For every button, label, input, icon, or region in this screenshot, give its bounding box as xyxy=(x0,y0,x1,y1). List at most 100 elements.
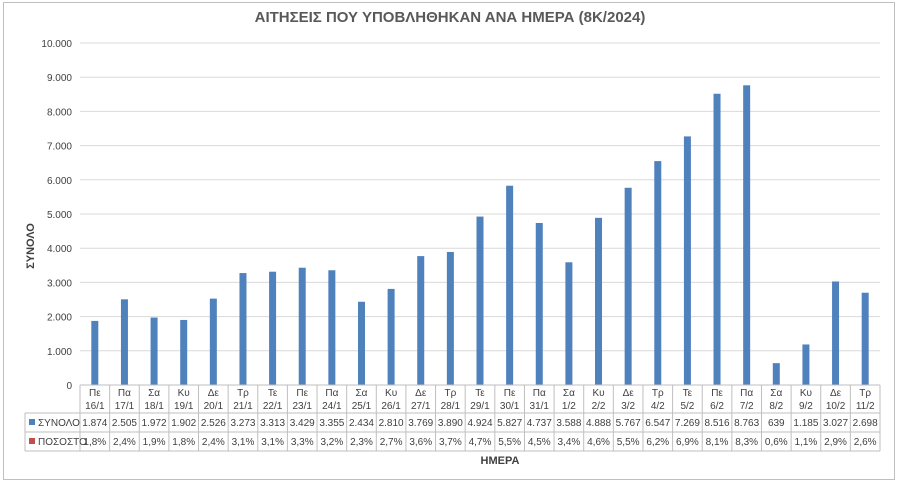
x-tick-label-date: 22/1 xyxy=(263,401,283,412)
x-tick-label-date: 19/1 xyxy=(174,401,194,412)
x-tick-label-day: Σα xyxy=(355,388,367,399)
data-label-total: 6.547 xyxy=(645,418,670,429)
data-label-total: 8.516 xyxy=(705,418,730,429)
legend-key-total xyxy=(29,419,35,425)
data-label-percent: 2,6% xyxy=(854,437,877,448)
bar xyxy=(565,262,573,385)
data-label-total: 7.269 xyxy=(675,418,700,429)
bar xyxy=(357,301,365,385)
x-tick-label-day: Τρ xyxy=(237,388,249,399)
x-tick-label-day: Δε xyxy=(208,388,220,399)
x-tick-label-date: 25/1 xyxy=(352,401,372,412)
y-tick-label: 0 xyxy=(66,381,72,392)
data-label-total: 1.185 xyxy=(793,418,818,429)
y-tick-label: 6.000 xyxy=(47,176,72,187)
data-label-percent: 2,9% xyxy=(824,437,847,448)
data-label-percent: 3,1% xyxy=(232,437,255,448)
x-tick-label-date: 21/1 xyxy=(233,401,253,412)
x-tick-label-day: Τε xyxy=(683,388,693,399)
data-label-total: 3.890 xyxy=(438,418,463,429)
x-tick-label-day: Τε xyxy=(268,388,278,399)
data-label-percent: 3,4% xyxy=(557,437,580,448)
x-tick-label-day: Πε xyxy=(504,388,516,399)
x-tick-label-date: 11/2 xyxy=(856,401,875,412)
x-tick-label-day: Πα xyxy=(533,388,546,399)
bar xyxy=(832,281,840,385)
bar xyxy=(861,292,869,385)
data-label-percent: 3,2% xyxy=(320,437,343,448)
x-tick-label-day: Κυ xyxy=(592,388,604,399)
data-label-percent: 4,7% xyxy=(469,437,492,448)
data-label-percent: 1,8% xyxy=(172,437,195,448)
bar xyxy=(417,256,425,385)
bar xyxy=(328,270,336,385)
bar xyxy=(446,251,454,385)
bar xyxy=(713,93,721,385)
y-tick-label: 2.000 xyxy=(47,313,72,324)
y-tick-label: 7.000 xyxy=(47,142,72,153)
bar xyxy=(654,161,662,385)
bar xyxy=(269,271,277,385)
x-axis-label: ΗΜΕΡΑ xyxy=(480,455,520,467)
data-label-percent: 5,5% xyxy=(617,437,640,448)
x-tick-label-day: Σα xyxy=(148,388,160,399)
data-label-total: 5.767 xyxy=(616,418,641,429)
bar xyxy=(624,187,632,385)
bar xyxy=(772,363,780,385)
data-label-total: 8.763 xyxy=(734,418,759,429)
data-label-total: 2.505 xyxy=(112,418,137,429)
x-tick-label-date: 6/2 xyxy=(710,401,724,412)
x-tick-label-date: 3/2 xyxy=(621,401,635,412)
x-tick-label-day: Δε xyxy=(830,388,842,399)
data-label-percent: 2,4% xyxy=(202,437,225,448)
data-label-percent: 8,1% xyxy=(706,437,729,448)
x-tick-label-date: 20/1 xyxy=(204,401,224,412)
data-label-percent: 0,6% xyxy=(765,437,788,448)
data-label-total: 1.874 xyxy=(82,418,107,429)
x-tick-label-day: Πε xyxy=(296,388,308,399)
data-label-total: 3.027 xyxy=(823,418,848,429)
bar xyxy=(120,299,128,385)
chart-frame xyxy=(3,2,895,480)
x-tick-label-date: 30/1 xyxy=(500,401,520,412)
x-tick-label-day: Δε xyxy=(415,388,427,399)
bar xyxy=(506,185,514,385)
data-label-percent: 6,9% xyxy=(676,437,699,448)
x-tick-label-date: 8/2 xyxy=(769,401,783,412)
data-label-total: 4.888 xyxy=(586,418,611,429)
data-label-percent: 4,5% xyxy=(528,437,551,448)
data-label-total: 2.434 xyxy=(349,418,374,429)
bar xyxy=(683,136,691,385)
data-label-percent: 3,6% xyxy=(409,437,432,448)
x-tick-label-date: 2/2 xyxy=(592,401,606,412)
data-label-percent: 8,3% xyxy=(735,437,758,448)
y-tick-label: 4.000 xyxy=(47,244,72,255)
bar xyxy=(387,288,395,385)
x-tick-label-date: 28/1 xyxy=(441,401,461,412)
y-tick-label: 10.000 xyxy=(41,39,72,50)
bar xyxy=(180,319,188,385)
y-tick-label: 9.000 xyxy=(47,73,72,84)
data-label-total: 3.588 xyxy=(556,418,581,429)
data-label-percent: 2,7% xyxy=(380,437,403,448)
data-label-total: 4.924 xyxy=(467,418,492,429)
x-tick-label-day: Τρ xyxy=(652,388,664,399)
data-label-percent: 2,4% xyxy=(113,437,136,448)
x-tick-label-day: Κυ xyxy=(385,388,397,399)
data-label-total: 639 xyxy=(768,418,785,429)
x-tick-label-date: 16/1 xyxy=(85,401,105,412)
x-tick-label-date: 9/2 xyxy=(799,401,813,412)
data-label-total: 3.355 xyxy=(319,418,344,429)
data-label-total: 2.698 xyxy=(853,418,878,429)
x-tick-label-day: Πε xyxy=(89,388,101,399)
x-tick-label-day: Πα xyxy=(118,388,131,399)
data-label-total: 3.313 xyxy=(260,418,285,429)
x-tick-label-date: 27/1 xyxy=(411,401,431,412)
data-label-percent: 5,5% xyxy=(498,437,521,448)
x-tick-label-day: Πε xyxy=(711,388,723,399)
data-label-total: 3.429 xyxy=(290,418,315,429)
data-label-total: 2.810 xyxy=(379,418,404,429)
x-tick-label-date: 31/1 xyxy=(530,401,550,412)
x-tick-label-day: Πα xyxy=(740,388,753,399)
data-label-total: 1.972 xyxy=(142,418,167,429)
